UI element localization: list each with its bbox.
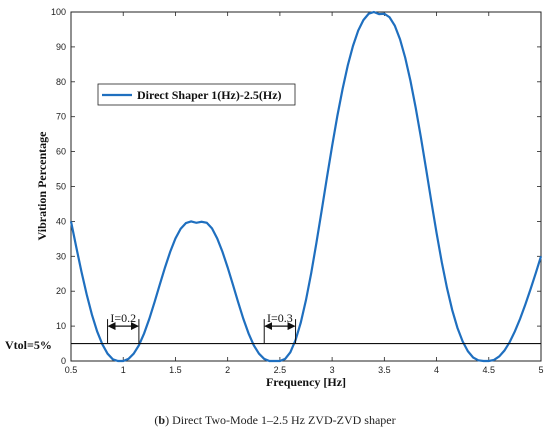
vibration-chart: 0 10 20 30 40 50 60 70 80 90 100 0.5 1 1.5 2 2.5 3 3.5 4 4… [5,7,544,389]
interval-label: I=0.3 [267,311,293,325]
legend-label: Direct Shaper 1(Hz)-2.5(Hz) [137,88,282,102]
x-axis-label: Frequency [Hz] [266,375,346,389]
legend-box [97,83,296,106]
legend: Direct Shaper 1(Hz)-2.5(Hz) [97,83,296,106]
y-tick-label: 100 [51,7,66,17]
y-axis-label: Vibration Percentage [35,131,49,241]
y-tick-label: 40 [56,216,66,226]
interval-annotations: I=0.2 I=0.3 [107,311,297,344]
x-tick-label: 3 [330,365,335,375]
caption-letter: b [158,413,166,427]
y-tick-label: 50 [56,182,66,192]
interval-label: I=0.2 [110,311,136,325]
y-axis-ticks: 0 10 20 30 40 50 60 70 80 90 100 [51,7,541,366]
y-tick-label: 80 [56,77,66,87]
x-tick-label: 1.5 [169,365,182,375]
x-tick-label: 2 [225,365,230,375]
plot-area [70,11,542,362]
figure-caption: (b) Direct Two-Mode 1–2.5 Hz ZVD-ZVD sha… [154,413,396,427]
x-tick-label: 3.5 [378,365,391,375]
series-line-direct-shaper [69,10,543,363]
x-tick-label: 0.5 [65,365,78,375]
x-tick-label: 2.5 [274,365,287,375]
y-tick-label: 20 [56,286,66,296]
threshold-label: Vtol=5% [5,338,52,352]
x-tick-label: 4.5 [483,365,496,375]
y-tick-label: 10 [56,321,66,331]
y-tick-label: 0 [61,356,66,366]
x-tick-label: 5 [538,365,543,375]
y-tick-label: 70 [56,112,66,122]
x-axis-ticks: 0.5 1 1.5 2 2.5 3 3.5 4 4.5 5 [65,12,544,375]
caption-text: Direct Two-Mode 1–2.5 Hz ZVD-ZVD shaper [169,413,396,427]
y-tick-label: 30 [56,251,66,261]
x-tick-label: 4 [434,365,439,375]
y-tick-label: 90 [56,42,66,52]
y-tick-label: 60 [56,147,66,157]
x-tick-label: 1 [121,365,126,375]
